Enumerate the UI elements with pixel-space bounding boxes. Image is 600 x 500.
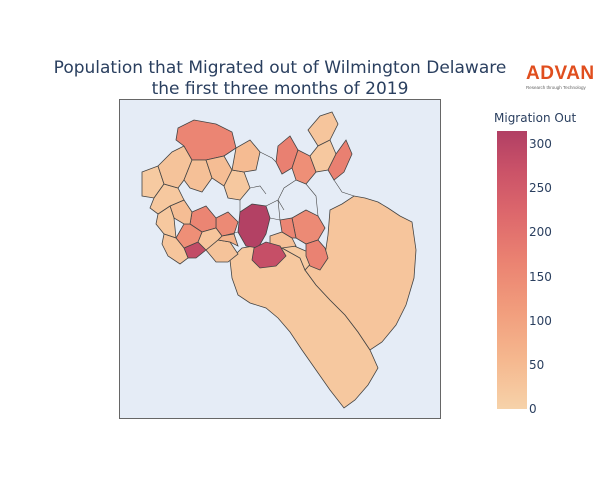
- colorbar-tick: 100: [529, 313, 552, 328]
- colorbar: [497, 131, 527, 409]
- colorbar-tick: 150: [529, 269, 552, 284]
- tract-boundary: [221, 231, 239, 237]
- tract-boundary: [269, 217, 281, 221]
- brand-name: ADVAN: [526, 63, 595, 84]
- colorbar-tick: 50: [529, 357, 545, 372]
- map-region-east-high[interactable]: [305, 239, 329, 271]
- colorbar-tick: 250: [529, 181, 552, 196]
- chart-title-line-1: Population that Migrated out of Wilmingt…: [53, 58, 507, 78]
- colorbar-tick: 300: [529, 137, 552, 152]
- tract-boundary: [277, 179, 297, 221]
- tract-boundary: [265, 199, 285, 211]
- colorbar-title: Migration Out: [494, 111, 577, 125]
- colorbar-tick: 200: [529, 225, 552, 240]
- brand-logo: ADVAN Research through Technology: [526, 64, 596, 91]
- choropleth-map[interactable]: [120, 100, 440, 418]
- tract-boundary: [305, 183, 319, 217]
- chart-title: Population that Migrated out of Wilmingt…: [0, 58, 560, 100]
- chart-title-line-2: the first three months of 2019: [151, 79, 409, 99]
- map-region-east-mid[interactable]: [291, 209, 326, 245]
- tract-boundary: [223, 147, 237, 157]
- brand-tagline: Research through Technology: [526, 85, 586, 90]
- tract-boundary: [249, 185, 267, 195]
- map-region-northeast-finger-1[interactable]: [307, 111, 339, 147]
- map-region-west-fringe-3[interactable]: [161, 233, 189, 265]
- colorbar-tick: 0: [529, 402, 537, 416]
- tract-boundary: [259, 151, 277, 163]
- map-region-downtown-adjacent[interactable]: [251, 241, 287, 269]
- map-region-north-row-4[interactable]: [231, 139, 261, 173]
- tract-boundary: [333, 179, 355, 197]
- map-region-downtown-peak[interactable]: [237, 203, 271, 249]
- map-region-south-central-2[interactable]: [279, 217, 297, 239]
- map-panel[interactable]: [119, 99, 441, 419]
